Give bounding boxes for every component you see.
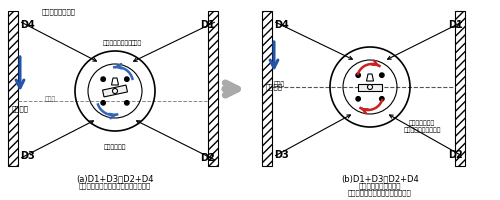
Text: D3: D3 bbox=[274, 149, 289, 159]
Circle shape bbox=[124, 101, 129, 106]
Text: 距離計: 距離計 bbox=[131, 40, 142, 45]
Text: 高感度カメラが: 高感度カメラが bbox=[409, 119, 435, 125]
Text: 中心軸: 中心軸 bbox=[44, 96, 56, 101]
Circle shape bbox=[101, 78, 105, 82]
Text: 水路トンネル側壁: 水路トンネル側壁 bbox=[42, 8, 76, 15]
Circle shape bbox=[380, 97, 384, 102]
Circle shape bbox=[112, 89, 117, 94]
Circle shape bbox=[380, 74, 384, 78]
Text: (b)D1+D3＝D2+D4: (b)D1+D3＝D2+D4 bbox=[341, 173, 419, 182]
Text: モータで時計回りに回転させる）: モータで時計回りに回転させる） bbox=[348, 188, 412, 195]
Text: D3: D3 bbox=[20, 150, 35, 160]
Bar bbox=[8, 12, 18, 166]
Text: （透明ドーム回転体を: （透明ドーム回転体を bbox=[359, 181, 401, 188]
Text: D2: D2 bbox=[448, 149, 463, 159]
Circle shape bbox=[124, 78, 129, 82]
Polygon shape bbox=[366, 75, 374, 82]
Polygon shape bbox=[102, 86, 128, 97]
Text: D4: D4 bbox=[20, 20, 35, 30]
Text: 壁面に対して正対する: 壁面に対して正対する bbox=[403, 126, 441, 132]
Bar bbox=[208, 12, 218, 166]
Circle shape bbox=[101, 101, 105, 106]
Circle shape bbox=[368, 85, 372, 90]
Text: D1: D1 bbox=[448, 20, 463, 30]
Circle shape bbox=[356, 97, 360, 102]
Polygon shape bbox=[358, 84, 382, 91]
Text: 高感度カメラ: 高感度カメラ bbox=[104, 143, 126, 149]
Text: (a)D1+D3＞D2+D4: (a)D1+D3＞D2+D4 bbox=[76, 173, 154, 182]
Text: D1: D1 bbox=[200, 20, 215, 30]
Text: （船体が反時計回りに回転している）: （船体が反時計回りに回転している） bbox=[79, 181, 151, 188]
Circle shape bbox=[356, 74, 360, 78]
Polygon shape bbox=[112, 79, 118, 86]
Bar bbox=[455, 12, 465, 166]
Text: 流下方向: 流下方向 bbox=[12, 104, 29, 111]
Text: 基準線: 基準線 bbox=[274, 81, 285, 87]
Text: D4: D4 bbox=[274, 20, 289, 30]
Bar bbox=[262, 12, 272, 166]
Text: 流下方向: 流下方向 bbox=[266, 83, 283, 89]
Text: ドップラー速度計: ドップラー速度計 bbox=[103, 40, 133, 45]
Text: D2: D2 bbox=[200, 152, 215, 162]
